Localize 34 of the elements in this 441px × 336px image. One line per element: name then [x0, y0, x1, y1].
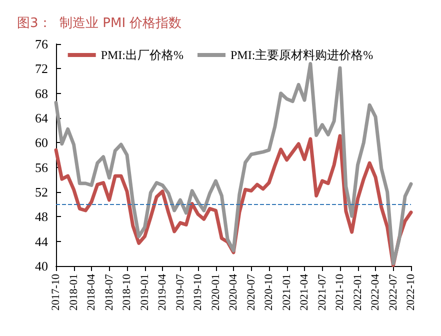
x-tick-label: 2018-01 [68, 274, 80, 311]
x-tick-label: 2022-01 [352, 274, 364, 311]
y-tick-label: 40 [35, 258, 48, 274]
legend-label: PMI:出厂价格% [100, 48, 184, 62]
x-tick-label: 2021-04 [298, 274, 310, 311]
chart-title: 图3： 制造业 PMI 价格指数 [17, 16, 182, 31]
x-tick-label: 2019-04 [156, 274, 168, 311]
x-tick-label: 2020-04 [228, 274, 240, 311]
x-tick-label: 2018-04 [86, 274, 98, 311]
x-tick-label: 2017-10 [50, 274, 62, 311]
x-tick-label: 2021-01 [280, 274, 293, 311]
x-tick-label: 2022-04 [370, 274, 382, 311]
x-tick-label: 2019-01 [138, 274, 151, 311]
x-tick-label: 2018-07 [103, 274, 116, 311]
x-tick-label: 2021-07 [316, 274, 328, 311]
x-tick-label: 2021-10 [334, 274, 346, 311]
y-tick-label: 56 [35, 160, 48, 175]
x-tick-label: 2022-07 [387, 274, 400, 311]
x-tick-label: 2022-10 [405, 274, 417, 311]
x-tick-label: 2019-07 [174, 274, 186, 311]
y-tick-label: 52 [35, 184, 48, 200]
y-tick-label: 72 [35, 61, 48, 76]
x-tick-label: 2020-01 [210, 274, 222, 311]
y-tick-label: 68 [35, 86, 48, 101]
y-tick-label: 48 [35, 209, 48, 224]
y-tick-label: 60 [35, 135, 48, 150]
y-tick-label: 44 [35, 234, 48, 249]
y-tick-label: 64 [35, 110, 48, 126]
x-tick-label: 2020-07 [245, 274, 258, 311]
y-tick-label: 76 [35, 36, 48, 52]
x-tick-label: 2018-10 [121, 274, 133, 311]
x-tick-label: 2020-10 [263, 274, 275, 311]
x-tick-label: 2019-10 [192, 274, 204, 311]
legend-label: PMI:主要原材料购进价格% [230, 48, 374, 62]
